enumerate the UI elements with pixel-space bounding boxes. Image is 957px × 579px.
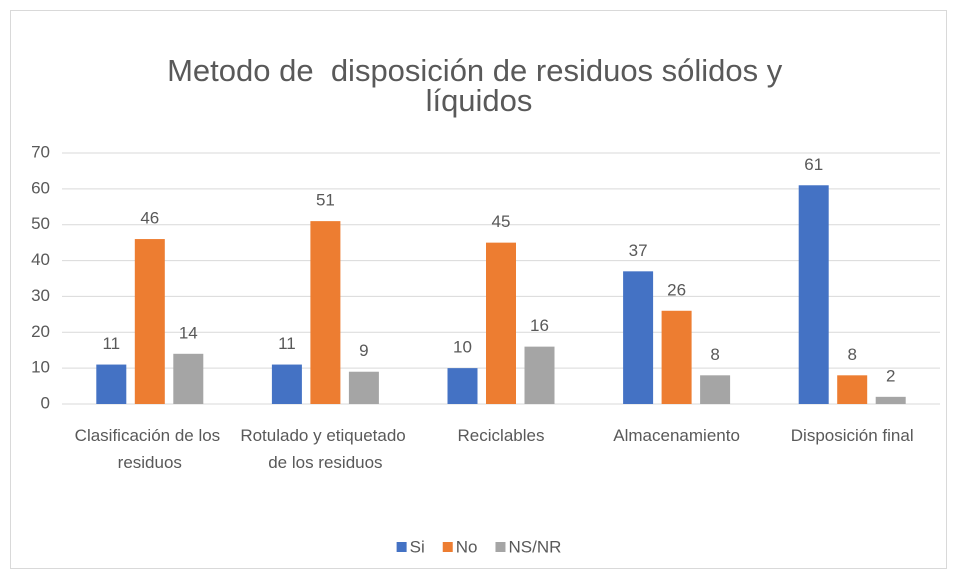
x-tick-label: Rotulado y etiquetado de los residuos: [240, 426, 410, 472]
data-label: 46: [140, 209, 159, 228]
y-tick-label: 40: [31, 250, 50, 269]
bar: [310, 221, 341, 404]
bar: [875, 396, 906, 404]
bar: [700, 375, 731, 404]
bar: [173, 353, 204, 404]
bar: [486, 242, 516, 404]
legend: Si No NS/NR: [396, 537, 561, 556]
y-tick-label: 20: [31, 322, 50, 341]
y-tick-label: 30: [31, 286, 50, 305]
y-tick-label: 60: [31, 178, 50, 197]
y-tick-label: 0: [41, 393, 50, 412]
data-label: 16: [530, 316, 549, 335]
bar: [134, 239, 165, 404]
data-label: 11: [102, 334, 120, 353]
x-tick-label: Reciclables: [458, 426, 545, 445]
data-label: 10: [453, 338, 472, 357]
x-tick-label: Almacenamiento: [613, 426, 740, 445]
chart-frame: [10, 10, 947, 569]
data-label: 26: [667, 280, 686, 299]
x-tick-label: Disposición final: [791, 426, 914, 445]
data-label: 61: [804, 155, 823, 174]
data-label: 2: [886, 366, 895, 385]
y-tick-label: 70: [31, 142, 50, 161]
bar: [623, 271, 654, 404]
bar: [661, 310, 692, 404]
data-label: 51: [316, 191, 335, 210]
legend-swatch: [396, 542, 407, 552]
bar: [798, 185, 829, 404]
legend-label: No: [456, 537, 478, 556]
y-tick-label: 50: [31, 214, 50, 233]
data-label: 8: [847, 345, 856, 364]
y-tick-label: 10: [31, 358, 50, 377]
x-tick-label: Clasificación de los residuos: [75, 426, 225, 472]
data-label: 14: [179, 323, 198, 342]
bar: [837, 375, 868, 404]
data-label: 37: [629, 241, 648, 260]
data-label: 8: [710, 345, 719, 364]
legend-swatch: [495, 542, 506, 552]
data-label: 9: [359, 341, 368, 360]
chart-title: Metodo de disposición de residuos sólido…: [167, 53, 791, 118]
bar: [96, 364, 127, 404]
data-label: 45: [492, 212, 511, 231]
bar: [524, 346, 555, 404]
bar: [271, 364, 302, 404]
legend-swatch: [442, 542, 453, 552]
legend-label: Si: [410, 537, 425, 556]
legend-label: NS/NR: [508, 537, 561, 556]
data-label: 11: [278, 334, 296, 353]
bar: [447, 368, 478, 404]
bar: [348, 371, 379, 404]
